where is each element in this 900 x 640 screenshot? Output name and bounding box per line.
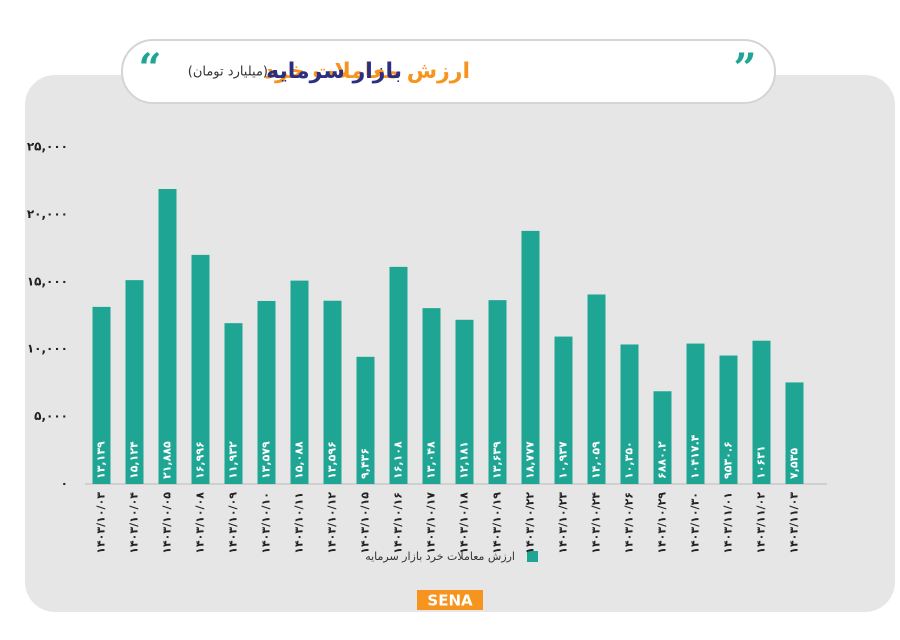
legend-label: ارزش معاملات خرد بازار سرمایه [365, 550, 515, 563]
y-tick-label: ۲۰,۰۰۰ [27, 207, 68, 221]
bar [422, 308, 441, 484]
value-label: ۱۰۶۳۱ [755, 445, 768, 479]
x-tick-label: ۱۴۰۳/۱۱/۰۲ [755, 492, 768, 554]
x-tick-label: ۱۴۰۳/۱۰/۰۴ [128, 492, 141, 554]
x-tick-label: ۱۴۰۳/۱۰/۲۴ [590, 492, 603, 554]
bar [92, 306, 111, 484]
x-tick-label: ۱۴۰۳/۱۰/۲۳ [557, 492, 570, 554]
x-tick-label: ۱۴۰۳/۱۰/۱۹ [491, 492, 504, 554]
value-label: ۱۰۴۱۷.۴ [689, 434, 702, 479]
x-tick-label: ۱۴۰۳/۱۰/۱۰ [260, 492, 273, 554]
x-tick-label: ۱۴۰۳/۱۰/۲۶ [623, 492, 636, 554]
y-tick-label: ۵,۰۰۰ [34, 409, 68, 423]
bar [587, 294, 606, 484]
x-tick-label: ۱۴۰۳/۱۰/۳۰ [689, 492, 702, 554]
y-tick-label: ۱۰,۰۰۰ [27, 342, 68, 356]
bar [521, 230, 540, 484]
quote-mark: ” [733, 45, 756, 92]
x-tick-label: ۱۴۰۳/۱۰/۰۳ [95, 492, 108, 554]
value-label: ۷,۵۳۵ [788, 448, 801, 479]
bar [620, 344, 639, 484]
value-label: ۱۵,۰۸۸ [293, 441, 306, 479]
value-label: ۱۲,۱۸۱ [458, 441, 471, 479]
bar [653, 391, 672, 484]
value-label: ۱۰,۳۵۰ [623, 441, 636, 479]
logo-box [417, 590, 483, 610]
x-tick-label: ۱۴۰۳/۱۰/۱۲ [326, 492, 339, 554]
value-label: ۱۵,۱۲۴ [128, 441, 141, 479]
legend-swatch [527, 551, 538, 562]
bar [158, 188, 177, 484]
value-label: ۱۸,۷۷۷ [524, 441, 537, 479]
x-tick-label: ۱۴۰۳/۱۰/۱۱ [293, 492, 306, 554]
bar [488, 300, 507, 484]
value-label: ۱۴,۰۵۹ [590, 441, 603, 479]
y-tick-label: ۲۵,۰۰۰ [27, 140, 68, 154]
value-label: ۱۳,۰۴۸ [425, 441, 438, 479]
bar [191, 254, 210, 484]
x-tick-label: ۱۴۰۳/۱۰/۲۹ [656, 492, 669, 554]
x-tick-label: ۱۴۰۳/۱۰/۰۵ [161, 492, 174, 554]
value-label: ۱۶,۱۰۸ [392, 441, 405, 479]
value-label: ۲۱,۸۸۵ [161, 441, 174, 479]
x-tick-label: ۱۴۰۳/۱۰/۲۲ [524, 492, 537, 554]
x-tick-label: ۱۴۰۳/۱۱/۰۱ [722, 492, 735, 554]
bar [719, 355, 738, 484]
value-label: ۹,۴۳۶ [359, 448, 372, 479]
x-tick-label: ۱۴۰۳/۱۰/۱۷ [425, 492, 438, 554]
bar [257, 300, 276, 484]
bar [290, 280, 309, 484]
y-tick-label: ۱۵,۰۰۰ [27, 274, 68, 288]
x-tick-label: ۱۴۰۳/۱۰/۱۸ [458, 492, 471, 554]
bar [323, 300, 342, 484]
quote-mark: “ [138, 45, 161, 92]
value-label: ۶۸۸۰.۲ [656, 441, 669, 479]
x-tick-label: ۱۴۰۳/۱۰/۱۶ [392, 492, 405, 554]
value-label: ۱۰,۹۳۷ [557, 441, 570, 479]
bar [554, 336, 573, 484]
chart-title: ارزش معاملات خرد [264, 59, 470, 84]
x-tick-label: ۱۴۰۳/۱۰/۰۸ [194, 492, 207, 554]
logo: SENA [427, 592, 473, 610]
value-label: ۱۳,۵۹۶ [326, 441, 339, 479]
chart-title-highlight: بازار سرمایه [266, 59, 402, 84]
value-label: ۱۳,۵۷۹ [260, 441, 273, 479]
y-tick-label: ۰ [61, 477, 68, 491]
bar [455, 319, 474, 484]
bar [752, 340, 771, 484]
bar [356, 356, 375, 484]
value-label: ۱۱,۹۳۲ [227, 441, 240, 479]
value-label: ۹۵۳۰.۶ [722, 441, 735, 479]
bar [125, 280, 144, 484]
chart-subtitle: (میلیارد تومان) [188, 65, 268, 80]
x-tick-label: ۱۴۰۳/۱۰/۱۵ [359, 492, 372, 554]
value-label: ۱۳,۶۳۹ [491, 441, 504, 479]
value-label: ۱۳,۱۳۹ [95, 441, 108, 479]
value-label: ۱۶,۹۹۶ [194, 441, 207, 479]
title-pill [121, 39, 776, 104]
bar [389, 266, 408, 484]
bar [785, 382, 804, 484]
bar [686, 343, 705, 484]
x-tick-label: ۱۴۰۳/۱۰/۰۹ [227, 492, 240, 554]
x-tick-label: ۱۴۰۳/۱۱/۰۳ [788, 492, 801, 554]
bar [224, 323, 243, 484]
